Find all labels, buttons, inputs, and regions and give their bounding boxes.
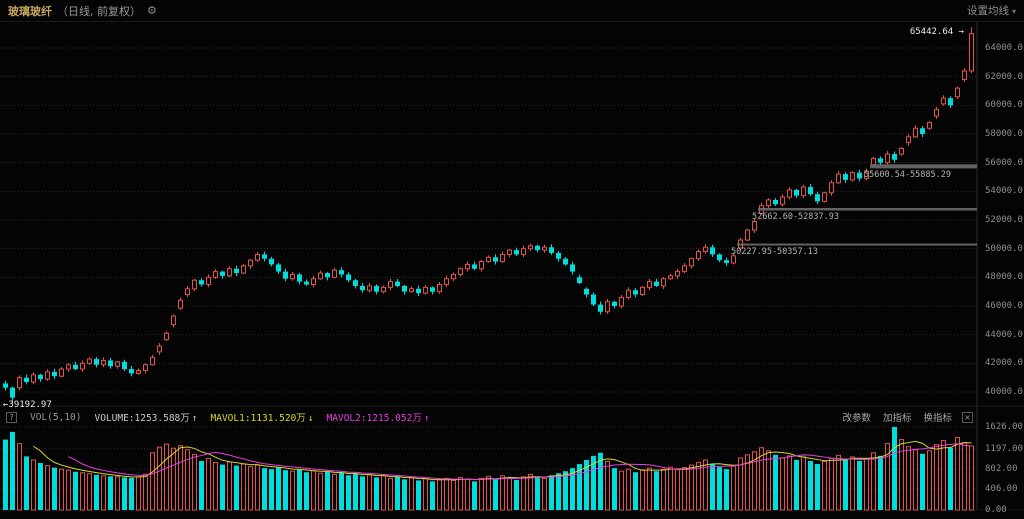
instrument-title: 玻璃玻纤 [8,4,52,18]
volume-indicator-bar: ? VOL(5,10) VOLUME:1253.588万 ↑ MAVOL1:113… [0,408,977,426]
indicator-actions: 改参数 加指标 换指标 × [830,410,973,424]
indicator-name-label: VOL(5,10) [30,411,82,423]
down-arrow-icon: ↓ [307,413,314,424]
change-params-button[interactable]: 改参数 [842,413,871,424]
up-arrow-icon: ↑ [423,413,430,424]
mavol1-value-label: MAVOL1:1131.520万 ↓ [210,413,314,424]
add-indicator-button[interactable]: 加指标 [882,413,912,424]
highest-price-label: 65442.64 → [909,27,964,37]
ma-settings-label: 设置均线 [966,5,1009,17]
ma-settings-dropdown[interactable]: 设置均线 ▾ [967,3,1016,18]
switch-indicator-button[interactable]: 换指标 [923,413,952,424]
gear-icon[interactable]: ⚙ [147,4,157,17]
chart-header-bar: 玻璃玻纤 （日线, 前复权） ⚙ 设置均线 ▾ [0,0,1024,22]
close-icon[interactable]: × [962,411,973,423]
volume-value-label: VOLUME:1253.588万 ↑ [94,413,198,424]
mavol2-value-label: MAVOL2:1215.052万 ↑ [326,413,430,424]
lowest-price-label: ←39192.97 [3,400,52,410]
up-arrow-icon: ↑ [191,413,198,424]
chevron-down-icon: ▾ [1011,7,1016,16]
chart-period-label: （日线, 前复权） [57,4,141,18]
help-icon[interactable]: ? [6,411,17,423]
